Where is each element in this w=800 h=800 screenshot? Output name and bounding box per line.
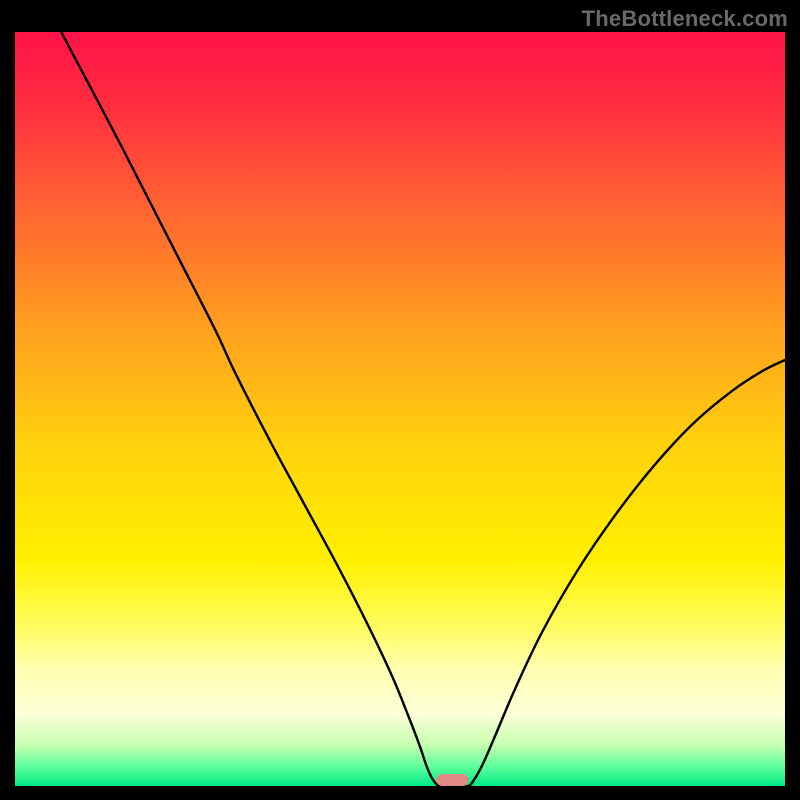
watermark-text: TheBottleneck.com — [582, 6, 788, 32]
optimal-marker — [436, 774, 468, 786]
gradient-background — [15, 32, 785, 786]
chart-svg — [15, 32, 785, 786]
chart-frame: TheBottleneck.com — [0, 0, 800, 800]
plot-area — [15, 32, 785, 786]
